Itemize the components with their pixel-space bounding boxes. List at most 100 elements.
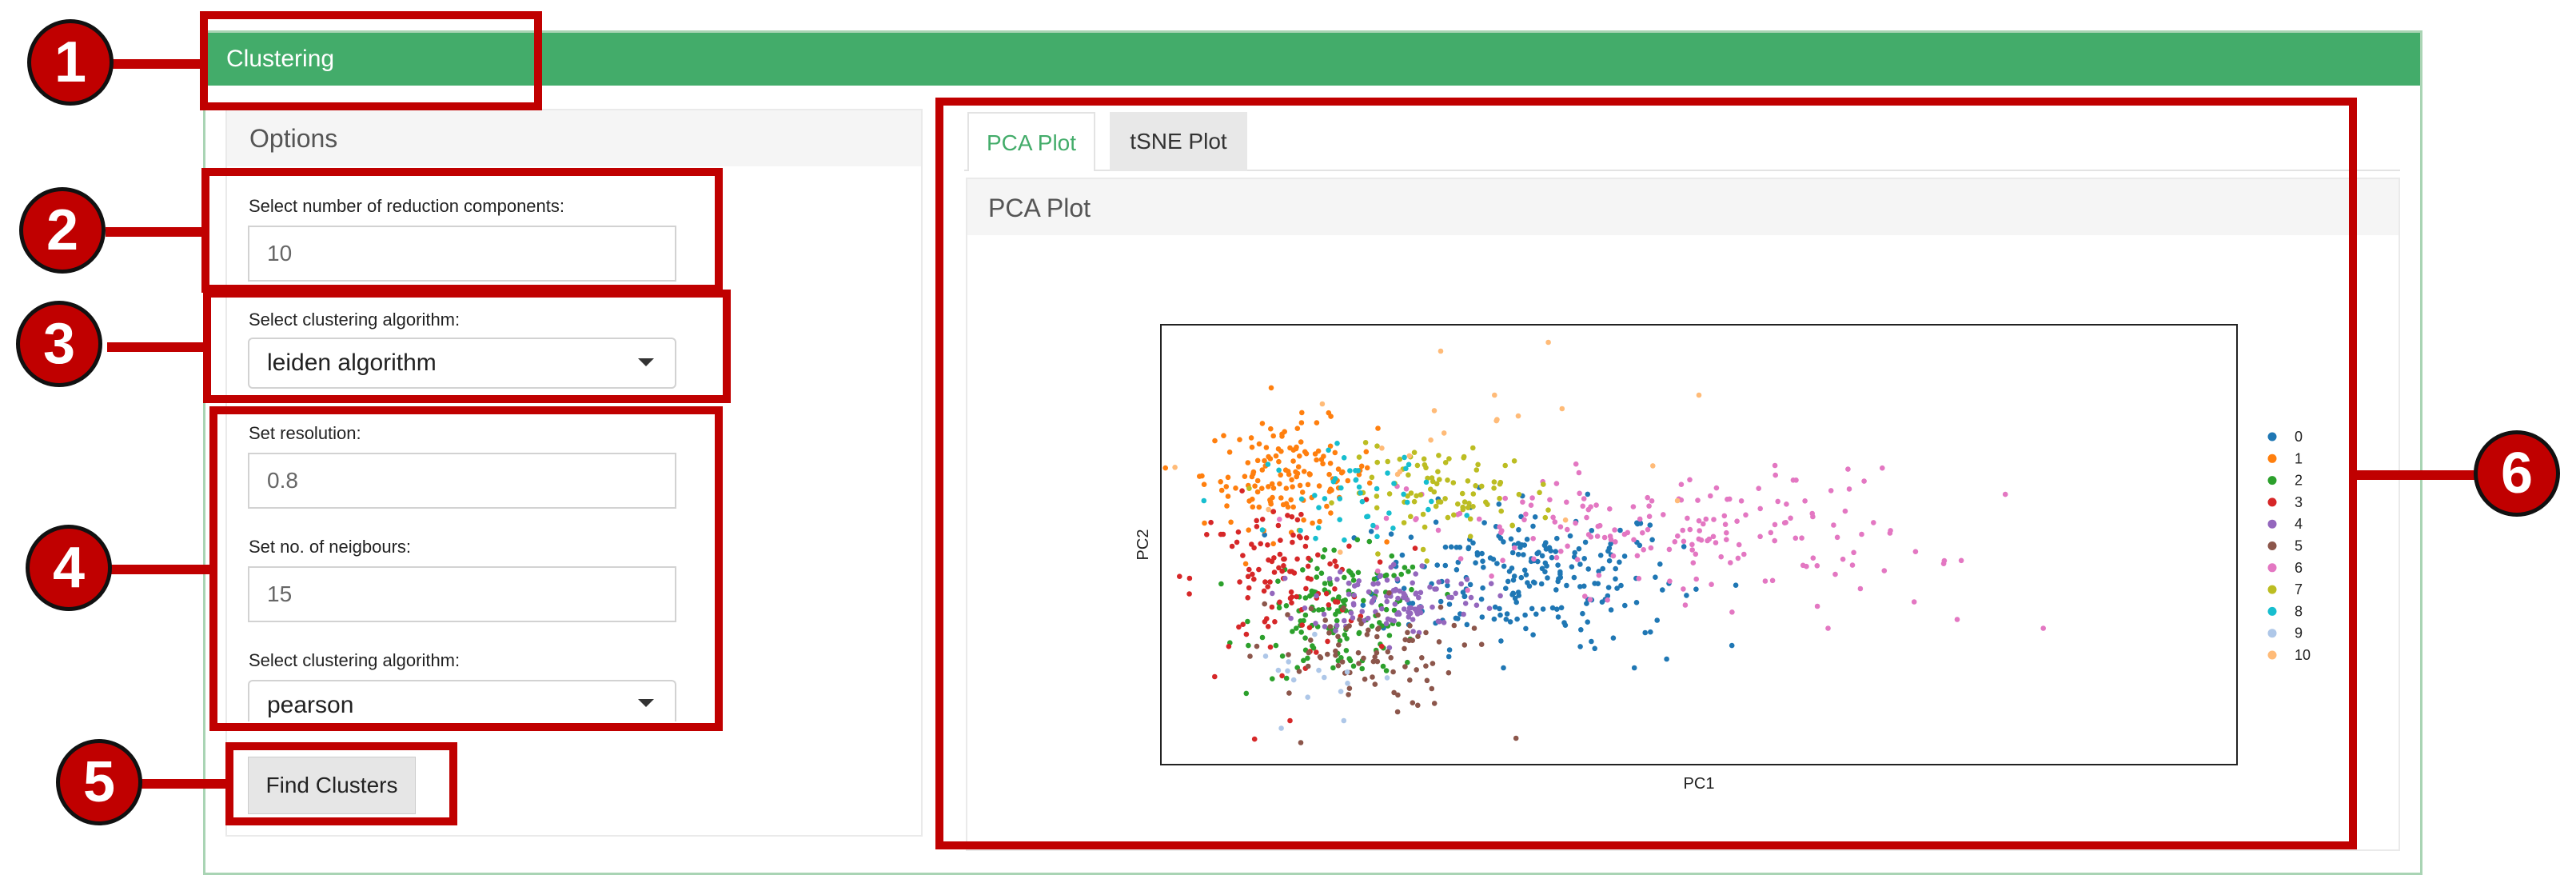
scatter-point-cluster-3 — [1186, 575, 1193, 581]
scatter-point-cluster-6 — [1529, 495, 1535, 501]
scatter-point-cluster-6 — [1799, 535, 1804, 541]
scatter-point-cluster-5 — [1308, 637, 1314, 643]
legend-label-6: 6 — [2295, 560, 2303, 576]
reduction-components-input[interactable]: 10 — [248, 226, 676, 282]
scatter-point-cluster-3 — [1208, 519, 1214, 525]
scatter-point-cluster-3 — [1267, 644, 1274, 650]
legend-marker-9 — [2267, 629, 2277, 638]
scatter-point-cluster-2 — [1348, 569, 1354, 576]
scatter-point-cluster-6 — [1718, 553, 1724, 560]
scatter-point-cluster-8 — [1353, 477, 1359, 483]
scatter-point-cluster-7 — [1435, 499, 1442, 505]
scatter-point-cluster-7 — [1461, 453, 1467, 460]
neighbours-input[interactable]: 15 — [248, 566, 676, 622]
scatter-point-cluster-6 — [1693, 576, 1699, 582]
distance-metric-value: pearson — [267, 692, 354, 718]
scatter-point-cluster-2 — [1395, 621, 1402, 627]
scatter-point-cluster-1 — [1254, 489, 1261, 495]
resolution-input[interactable]: 0.8 — [248, 453, 676, 509]
scatter-point-cluster-9 — [1286, 659, 1291, 665]
scatter-point-cluster-5 — [1247, 653, 1253, 659]
scatter-point-cluster-3 — [1235, 529, 1242, 535]
scatter-point-cluster-6 — [1800, 562, 1806, 569]
scatter-point-cluster-6 — [1724, 537, 1729, 542]
scatter-point-cluster-0 — [1518, 574, 1525, 581]
scatter-point-cluster-6 — [1675, 533, 1681, 539]
scatter-point-cluster-8 — [1342, 537, 1347, 543]
tab-pca-plot[interactable]: PCA Plot — [967, 112, 1095, 171]
scatter-point-cluster-0 — [1653, 574, 1658, 580]
scatter-point-cluster-2 — [1343, 648, 1350, 653]
scatter-point-cluster-8 — [1390, 525, 1396, 531]
scatter-point-cluster-8 — [1385, 470, 1390, 476]
scatter-point-cluster-10 — [1438, 348, 1444, 354]
scatter-point-cluster-6 — [1667, 578, 1673, 584]
scatter-point-cluster-6 — [1775, 498, 1780, 505]
scatter-point-cluster-3 — [1267, 579, 1273, 585]
scatter-point-cluster-4 — [1410, 629, 1416, 634]
find-clusters-button[interactable]: Find Clusters — [248, 757, 416, 814]
scatter-point-cluster-5 — [1346, 692, 1351, 697]
scatter-point-cluster-6 — [1793, 477, 1799, 483]
scatter-point-cluster-0 — [1614, 585, 1620, 591]
scatter-point-cluster-0 — [1474, 552, 1481, 558]
scatter-point-cluster-3 — [1299, 622, 1305, 628]
scatter-point-cluster-0 — [1478, 596, 1485, 602]
scatter-point-cluster-4 — [1401, 606, 1407, 612]
scatter-point-cluster-0 — [1553, 587, 1559, 593]
scatter-point-cluster-6 — [2040, 625, 2046, 631]
scatter-point-cluster-8 — [1341, 455, 1347, 461]
scatter-point-cluster-2 — [1342, 574, 1347, 581]
scatter-point-cluster-2 — [1380, 663, 1386, 669]
scatter-point-cluster-6 — [1511, 545, 1517, 551]
scatter-point-cluster-3 — [1240, 553, 1246, 558]
scatter-point-cluster-1 — [1318, 457, 1325, 462]
reduction-components-label: Select number of reduction components: — [249, 196, 565, 216]
scatter-point-cluster-0 — [1388, 531, 1394, 537]
scatter-point-cluster-2 — [1279, 653, 1286, 659]
scatter-point-cluster-1 — [1266, 453, 1271, 460]
scatter-point-cluster-4 — [1375, 581, 1381, 586]
scatter-point-cluster-6 — [1520, 499, 1525, 505]
scatter-point-cluster-1 — [1295, 464, 1302, 469]
scatter-point-cluster-3 — [1259, 517, 1266, 522]
scatter-point-cluster-3 — [1251, 736, 1258, 742]
scatter-point-cluster-4 — [1321, 611, 1327, 617]
scatter-point-cluster-7 — [1405, 493, 1410, 499]
scatter-point-cluster-6 — [1607, 533, 1613, 539]
scatter-point-cluster-6 — [1713, 485, 1720, 491]
scatter-point-cluster-5 — [1395, 692, 1401, 698]
scatter-point-cluster-3 — [1218, 531, 1224, 537]
scatter-point-cluster-0 — [1262, 532, 1267, 537]
scatter-point-cluster-6 — [1689, 547, 1695, 553]
scatter-point-cluster-0 — [1498, 638, 1504, 644]
clustering-algorithm-select[interactable]: leiden algorithm — [248, 338, 676, 389]
scatter-point-cluster-6 — [1857, 585, 1864, 592]
scatter-point-cluster-6 — [1682, 602, 1689, 608]
scatter-point-cluster-4 — [1385, 616, 1391, 622]
scatter-point-cluster-3 — [1272, 619, 1278, 625]
scatter-point-cluster-6 — [1646, 503, 1652, 509]
scatter-point-cluster-5 — [1317, 653, 1323, 660]
scatter-point-cluster-6 — [1576, 469, 1582, 476]
scatter-point-cluster-7 — [1386, 491, 1393, 497]
scatter-point-cluster-0 — [1621, 553, 1628, 559]
scatter-point-cluster-3 — [1278, 537, 1283, 543]
scatter-point-cluster-6 — [1685, 515, 1690, 521]
tab-tsne-plot[interactable]: tSNE Plot — [1110, 112, 1247, 171]
scatter-point-cluster-5 — [1374, 658, 1381, 665]
scatter-point-cluster-2 — [1283, 603, 1290, 609]
scatter-point-cluster-5 — [1424, 677, 1430, 684]
scatter-point-cluster-3 — [1240, 621, 1246, 627]
scatter-point-cluster-0 — [1455, 616, 1461, 621]
distance-metric-select[interactable]: pearson — [248, 680, 676, 721]
scatter-point-cluster-2 — [1302, 595, 1309, 601]
annotation-box-3 — [203, 290, 731, 403]
scatter-point-cluster-3 — [1294, 517, 1301, 523]
scatter-point-cluster-6 — [1859, 531, 1864, 537]
scatter-point-cluster-7 — [1473, 467, 1480, 473]
scatter-point-cluster-0 — [1555, 562, 1561, 568]
scatter-point-cluster-6 — [1573, 461, 1579, 467]
scatter-point-cluster-0 — [1561, 620, 1567, 625]
scatter-point-cluster-3 — [1290, 532, 1296, 538]
